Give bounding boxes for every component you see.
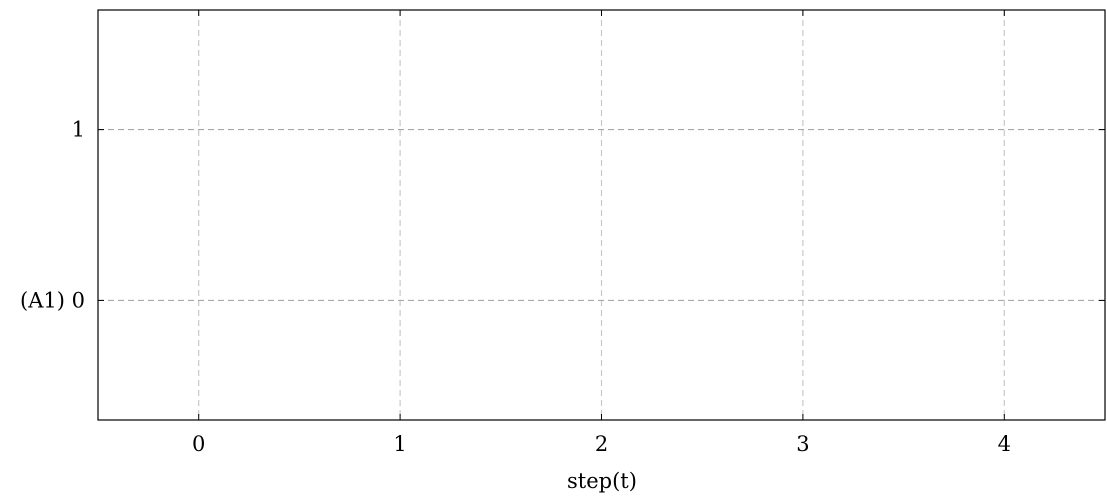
grid-lines: [98, 10, 1105, 420]
y-axis-ticks: (A1) 0 1: [20, 118, 1105, 312]
x-axis-ticks: 0 1 2 3 4: [192, 10, 1011, 456]
x-tick-label: 1: [393, 432, 406, 456]
x-tick-label: 0: [192, 432, 205, 456]
x-axis-label: step(t): [567, 469, 637, 493]
y-tick-label: 1: [72, 118, 85, 142]
y-tick-label: (A1) 0: [20, 288, 85, 312]
x-tick-label: 2: [595, 432, 608, 456]
x-tick-label: 4: [998, 432, 1011, 456]
x-tick-label: 3: [796, 432, 809, 456]
